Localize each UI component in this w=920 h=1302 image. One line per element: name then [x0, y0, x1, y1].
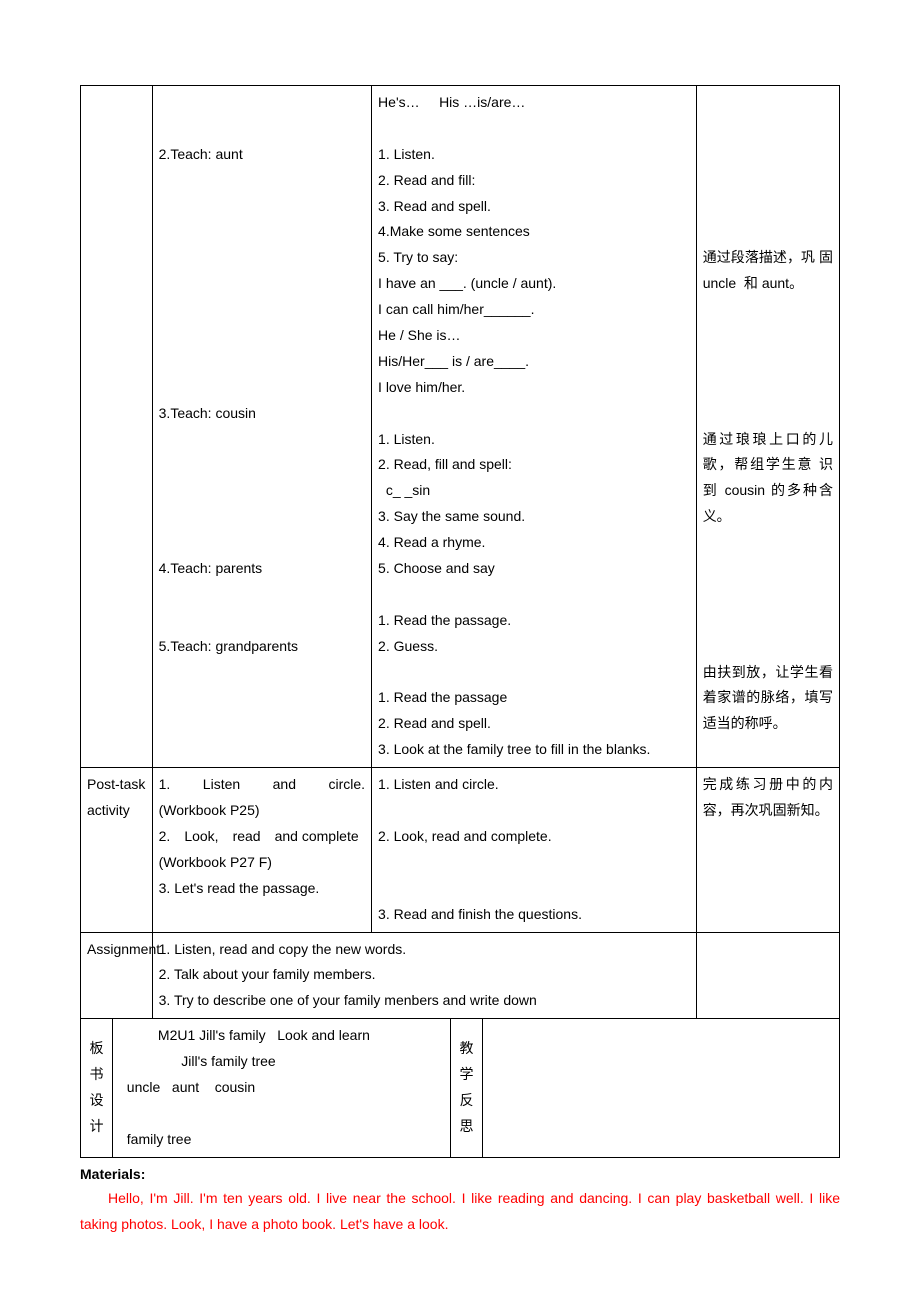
page: 2.Teach: aunt 3.Teach: cousin 4.Teach: p… [0, 0, 920, 1277]
student-cell: 1. Listen and circle. 2. Look, read and … [372, 768, 697, 932]
materials-text: Hello, I'm Jill. I'm ten years old. I li… [80, 1186, 840, 1238]
phase-cell [81, 86, 153, 768]
board-reflection-table: 板 书 设 计 M2U1 Jill's family Look and lear… [80, 1019, 840, 1157]
note-cell: 通过段落描述，巩 固 uncle 和 aunt。 通过琅琅上口的儿歌，帮组学生意… [696, 86, 839, 768]
table-row: Post-task activity 1. Listen and circle.… [81, 768, 840, 932]
note-cell [696, 932, 839, 1019]
phase-cell: Assignment [81, 932, 153, 1019]
teacher-cell: 1. Listen and circle. (Workbook P25) 2. … [152, 768, 371, 932]
teacher-cell: 2.Teach: aunt 3.Teach: cousin 4.Teach: p… [152, 86, 371, 768]
lesson-plan-table: 2.Teach: aunt 3.Teach: cousin 4.Teach: p… [80, 85, 840, 1019]
materials-heading: Materials: [80, 1166, 840, 1182]
board-design-content: M2U1 Jill's family Look and learn Jill's… [113, 1019, 451, 1157]
assignment-cell: 1. Listen, read and copy the new words. … [152, 932, 696, 1019]
board-design-label: 板 书 设 计 [81, 1019, 113, 1157]
table-row: Assignment 1. Listen, read and copy the … [81, 932, 840, 1019]
table-row: 2.Teach: aunt 3.Teach: cousin 4.Teach: p… [81, 86, 840, 768]
teaching-reflection-label: 教 学 反 思 [451, 1019, 483, 1157]
note-cell: 完成练习册中的内容，再次巩固新知。 [696, 768, 839, 932]
teaching-reflection-content [483, 1019, 840, 1157]
table-row: 板 书 设 计 M2U1 Jill's family Look and lear… [81, 1019, 840, 1157]
student-cell: He's… His …is/are… 1. Listen. 2. Read an… [372, 86, 697, 768]
phase-cell: Post-task activity [81, 768, 153, 932]
